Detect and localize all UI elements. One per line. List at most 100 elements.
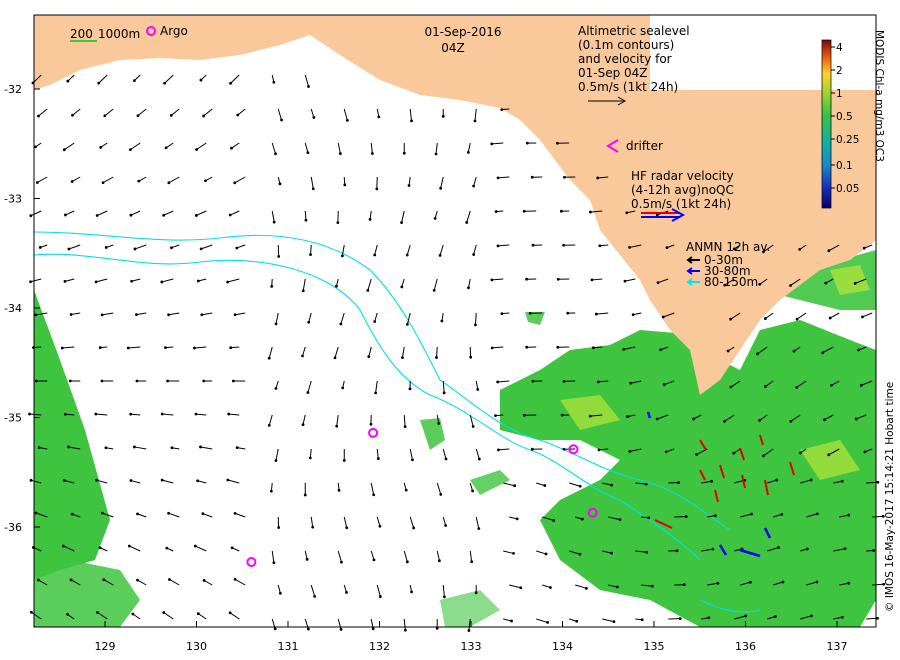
velocity-arrow: [234, 512, 246, 518]
velocity-arrow-head: [66, 79, 70, 83]
velocity-arrow: [590, 210, 603, 213]
velocity-arrow: [162, 479, 174, 484]
velocity-arrow-head: [477, 457, 481, 461]
lat-tick-label: -32: [4, 83, 22, 96]
velocity-arrow: [767, 479, 777, 484]
scale-1000-label: 1000m: [98, 27, 140, 41]
velocity-arrow: [302, 414, 306, 425]
velocity-arrow-head: [795, 317, 799, 321]
velocity-arrow-head: [233, 313, 237, 317]
velocity-arrow-head: [729, 385, 733, 389]
velocity-arrow-head: [60, 346, 64, 350]
velocity-arrow: [163, 210, 174, 216]
velocity-arrow-head: [578, 552, 582, 556]
velocity-arrow-head: [661, 315, 665, 319]
velocity-arrow: [35, 312, 48, 316]
velocity-arrow: [130, 210, 141, 216]
velocity-arrow: [370, 482, 375, 495]
velocity-arrow-head: [204, 179, 207, 183]
velocity-arrow-head: [623, 279, 627, 283]
velocity-arrow-head: [472, 253, 476, 256]
velocity-arrow: [730, 380, 741, 388]
velocity-arrow: [872, 583, 884, 586]
velocity-arrow-head: [682, 583, 686, 587]
velocity-arrow: [630, 380, 642, 384]
velocity-arrow: [796, 380, 807, 388]
velocity-arrow: [268, 346, 273, 359]
velocity-arrow-head: [563, 175, 566, 179]
velocity-arrow-head: [598, 244, 602, 248]
velocity-arrow-head: [135, 379, 139, 383]
velocity-arrow: [130, 413, 141, 416]
velocity-arrow-head: [809, 478, 813, 482]
velocity-arrow-head: [368, 218, 372, 221]
velocity-arrow: [308, 312, 312, 323]
velocity-arrow: [608, 584, 618, 588]
velocity-arrow-head: [372, 493, 376, 497]
velocity-arrow: [275, 448, 279, 461]
velocity-arrow-head: [645, 550, 649, 554]
velocity-arrow-head: [881, 514, 885, 518]
velocity-arrow: [229, 612, 240, 620]
velocity-arrow: [374, 312, 378, 322]
velocity-arrow: [409, 516, 415, 529]
velocity-arrow: [602, 482, 612, 486]
velocity-arrow: [30, 278, 42, 283]
velocity-arrow: [828, 448, 840, 456]
velocity-arrow-head: [441, 114, 445, 118]
velocity-arrow-head: [199, 445, 202, 449]
velocity-arrow: [337, 550, 342, 563]
velocity-arrow-head: [631, 313, 635, 317]
velocity-arrow-head: [438, 253, 442, 257]
colorbar-tick-label: 0.05: [836, 183, 859, 195]
velocity-arrow-head: [127, 544, 131, 548]
velocity-arrow: [796, 312, 807, 320]
velocity-arrow-head: [526, 141, 529, 145]
velocity-arrow: [406, 244, 411, 256]
velocity-arrow: [195, 545, 207, 552]
velocity-arrow: [137, 108, 147, 117]
velocity-arrow-head: [196, 479, 200, 483]
velocity-arrow-head: [655, 417, 659, 421]
velocity-arrow-head: [677, 481, 680, 485]
velocity-arrow: [370, 550, 375, 561]
velocity-arrow-head: [597, 448, 601, 452]
hf-radar-line-1: HF radar velocity: [631, 169, 734, 183]
velocity-arrow-head: [136, 578, 139, 582]
velocity-arrow: [104, 108, 114, 117]
velocity-arrow: [839, 582, 849, 586]
velocity-arrow: [436, 414, 440, 424]
velocity-arrow: [474, 108, 477, 121]
velocity-arrow-head: [167, 313, 170, 317]
velocity-arrow-head: [556, 141, 559, 145]
lon-tick-label: 132: [369, 640, 390, 653]
velocity-arrow-head: [274, 459, 278, 462]
velocity-arrow-head: [675, 549, 679, 553]
chlorophyll-colorbar: [821, 39, 832, 209]
velocity-arrow: [536, 618, 548, 623]
velocity-arrow-head: [100, 313, 104, 317]
velocity-arrow-head: [827, 453, 831, 457]
velocity-arrow: [310, 584, 316, 597]
velocity-arrow: [33, 546, 42, 552]
velocity-arrow-head: [101, 181, 105, 185]
velocity-arrow: [468, 618, 471, 631]
velocity-arrow-head: [376, 457, 380, 460]
velocity-arrow: [498, 448, 510, 451]
velocity-arrow-head: [231, 379, 235, 383]
velocity-arrow: [757, 346, 768, 355]
velocity-arrow-head: [713, 514, 717, 518]
velocity-arrow: [130, 480, 141, 484]
velocity-arrow-head: [531, 379, 535, 383]
velocity-arrow-head: [37, 446, 41, 449]
velocity-arrow-head: [69, 578, 73, 582]
velocity-arrow-head: [167, 181, 171, 185]
velocity-arrow: [598, 380, 609, 383]
velocity-arrow-head: [615, 585, 619, 589]
velocity-arrow: [773, 513, 782, 518]
velocity-arrow: [200, 446, 213, 450]
velocity-arrow-head: [876, 616, 879, 620]
velocity-arrow-head: [137, 179, 141, 183]
velocity-arrow-head: [345, 118, 349, 122]
velocity-arrow-head: [490, 278, 494, 282]
